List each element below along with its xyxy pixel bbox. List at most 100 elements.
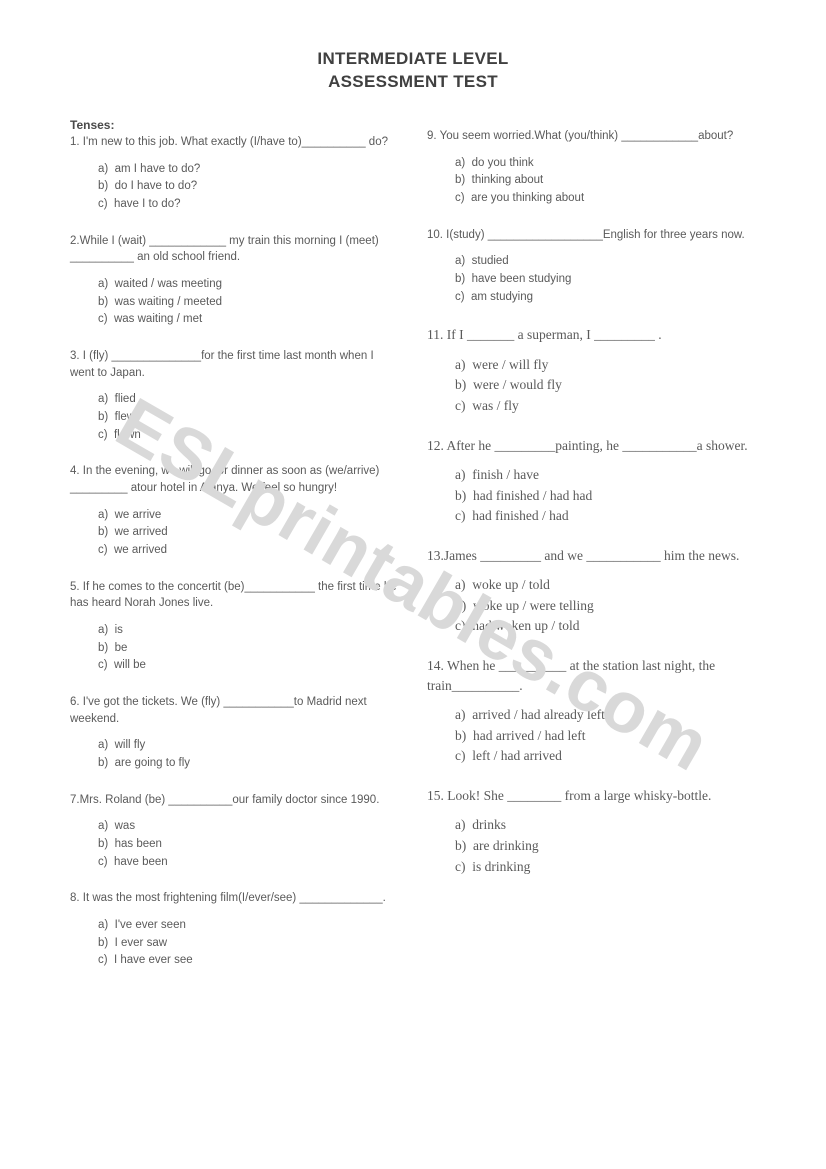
option-text: were / would fly (473, 377, 562, 392)
spacer (427, 536, 756, 546)
question-stem: 3. I (fly) ______________for the first t… (70, 348, 399, 381)
option-text: were / will fly (472, 357, 548, 372)
option-list: a) studiedb) have been studyingc) am stu… (427, 253, 756, 305)
option-letter: c) (455, 859, 466, 874)
spacer (70, 338, 399, 348)
option-letter: b) (98, 757, 108, 769)
option-letter: b) (455, 488, 466, 503)
option-text: had finished / had (472, 508, 568, 523)
option: a) we arrive (98, 507, 399, 524)
option-letter: b) (98, 296, 108, 308)
option-letter: a) (98, 278, 108, 290)
question-stem: 11. If I _______ a superman, I _________… (427, 325, 756, 345)
spacer (70, 453, 399, 463)
option-list: a) isb) bec) will be (70, 622, 399, 674)
section-heading: Tenses: (70, 118, 399, 132)
option-text: will fly (115, 739, 146, 751)
option-list: a) woke up / toldb) woke up / were telli… (427, 575, 756, 636)
option-text: do I have to do? (115, 180, 197, 192)
option: c) will be (98, 657, 399, 674)
option: a) am I have to do? (98, 161, 399, 178)
spacer (70, 880, 399, 890)
spacer (427, 426, 756, 436)
title-line1: INTERMEDIATE LEVEL (70, 48, 756, 71)
spacer (427, 217, 756, 227)
option-letter: c) (98, 544, 108, 556)
option-letter: b) (455, 838, 466, 853)
option: a) will fly (98, 737, 399, 754)
option: a) was (98, 818, 399, 835)
option-list: a) finish / haveb) had finished / had ha… (427, 465, 756, 526)
option-list: a) wasb) has beenc) have been (70, 818, 399, 870)
option-text: have I to do? (114, 198, 181, 210)
spacer (427, 315, 756, 325)
question-11: 11. If I _______ a superman, I _________… (427, 325, 756, 415)
option-text: are going to fly (115, 757, 190, 769)
option: c) had woken up / told (455, 616, 756, 636)
option-text: I ever saw (115, 937, 167, 949)
option: b) I ever saw (98, 935, 399, 952)
option: a) studied (455, 253, 756, 270)
option-letter: c) (98, 313, 108, 325)
option: c) we arrived (98, 542, 399, 559)
option-text: we arrive (115, 509, 162, 521)
option-letter: a) (455, 707, 466, 722)
option: b) we arrived (98, 524, 399, 541)
option: a) is (98, 622, 399, 639)
option: a) do you think (455, 155, 756, 172)
option: c) am studying (455, 289, 756, 306)
question-stem: 7.Mrs. Roland (be) __________our family … (70, 792, 399, 809)
question-15: 15. Look! She ________ from a large whis… (427, 786, 756, 876)
question-stem: 15. Look! She ________ from a large whis… (427, 786, 756, 806)
option: c) have I to do? (98, 196, 399, 213)
option: a) woke up / told (455, 575, 756, 595)
option-letter: a) (98, 163, 108, 175)
option: b) have been studying (455, 271, 756, 288)
option-letter: a) (455, 255, 465, 267)
question-stem: 2.While I (wait) ____________ my train t… (70, 233, 399, 266)
option: a) arrived / had already left (455, 705, 756, 725)
option: c) I have ever see (98, 952, 399, 969)
option: b) be (98, 640, 399, 657)
option-list: a) will flyb) are going to fly (70, 737, 399, 771)
option: b) had finished / had had (455, 486, 756, 506)
option-letter: c) (455, 398, 466, 413)
option-letter: b) (455, 174, 465, 186)
option-text: are drinking (473, 838, 539, 853)
option: c) are you thinking about (455, 190, 756, 207)
question-stem: 10. I(study) __________________English f… (427, 227, 756, 244)
question-stem: 12. After he _________painting, he _____… (427, 436, 756, 456)
option-letter: c) (98, 659, 108, 671)
question-13: 13.James _________ and we ___________ hi… (427, 546, 756, 636)
option-text: are you thinking about (471, 192, 584, 204)
option: b) do I have to do? (98, 178, 399, 195)
option-text: had finished / had had (473, 488, 592, 503)
option-text: had woken up / told (472, 618, 579, 633)
option-text: woke up / told (472, 577, 550, 592)
option: c) was waiting / met (98, 311, 399, 328)
option-letter: b) (455, 273, 465, 285)
option-letter: a) (98, 739, 108, 751)
question-stem: 5. If he comes to the concertit (be)____… (70, 579, 399, 612)
option-text: flied (115, 393, 136, 405)
question-stem: 9. You seem worried.What (you/think) ___… (427, 128, 756, 145)
column-left: Tenses: 1. I'm new to this job. What exa… (70, 118, 399, 989)
question-9: 9. You seem worried.What (you/think) ___… (427, 128, 756, 207)
option-text: do you think (472, 157, 534, 169)
option-letter: a) (98, 820, 108, 832)
spacer (427, 776, 756, 786)
option-text: am I have to do? (115, 163, 201, 175)
column-right: 9. You seem worried.What (you/think) ___… (427, 118, 756, 989)
option-text: I've ever seen (115, 919, 186, 931)
option-text: studied (472, 255, 509, 267)
option-letter: b) (98, 526, 108, 538)
option-letter: a) (455, 577, 466, 592)
option-letter: c) (455, 508, 466, 523)
option: a) drinks (455, 815, 756, 835)
page-title: INTERMEDIATE LEVEL ASSESSMENT TEST (70, 48, 756, 94)
option: b) are going to fly (98, 755, 399, 772)
option-text: have been studying (472, 273, 572, 285)
option: a) finish / have (455, 465, 756, 485)
option-letter: c) (455, 618, 466, 633)
question-stem: 13.James _________ and we ___________ hi… (427, 546, 756, 566)
